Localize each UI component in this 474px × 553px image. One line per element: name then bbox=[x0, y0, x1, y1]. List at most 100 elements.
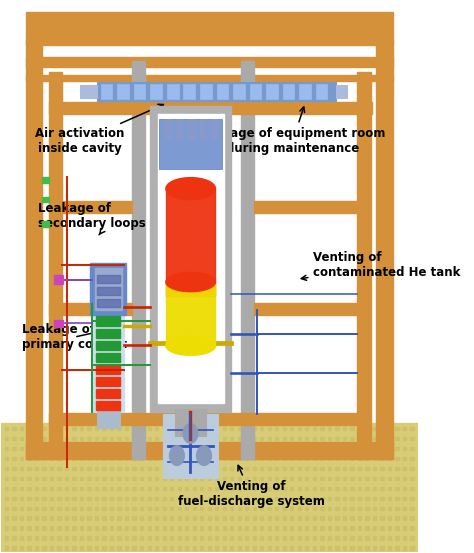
Bar bbox=[35, 536, 38, 540]
Bar bbox=[102, 457, 106, 460]
Bar bbox=[73, 497, 76, 500]
Bar bbox=[388, 546, 391, 550]
Bar bbox=[5, 546, 8, 550]
Bar bbox=[96, 401, 120, 410]
Bar bbox=[20, 517, 23, 520]
Bar bbox=[275, 477, 278, 480]
Bar bbox=[343, 536, 346, 540]
Bar bbox=[178, 457, 181, 460]
Bar bbox=[176, 119, 183, 139]
Bar bbox=[320, 437, 324, 440]
Bar bbox=[395, 546, 399, 550]
Bar bbox=[215, 437, 219, 440]
Circle shape bbox=[169, 446, 184, 466]
Bar bbox=[301, 365, 313, 387]
Bar bbox=[35, 507, 38, 510]
Bar bbox=[328, 487, 331, 490]
Bar bbox=[313, 526, 316, 530]
Bar bbox=[380, 517, 383, 520]
Bar bbox=[305, 536, 309, 540]
Bar bbox=[125, 487, 128, 490]
Bar bbox=[183, 84, 195, 99]
Bar bbox=[320, 507, 324, 510]
Bar bbox=[380, 497, 383, 500]
Bar bbox=[254, 201, 366, 213]
Bar bbox=[403, 427, 406, 430]
Bar bbox=[208, 477, 211, 480]
Bar bbox=[73, 507, 76, 510]
Bar bbox=[223, 497, 226, 500]
Bar bbox=[159, 119, 222, 169]
Bar bbox=[65, 546, 68, 550]
Ellipse shape bbox=[166, 336, 216, 356]
Bar bbox=[403, 546, 406, 550]
Bar bbox=[395, 427, 399, 430]
Bar bbox=[230, 536, 233, 540]
Bar bbox=[125, 526, 128, 530]
Bar bbox=[395, 507, 399, 510]
Bar bbox=[403, 507, 406, 510]
Bar bbox=[365, 477, 369, 480]
Bar bbox=[410, 546, 414, 550]
Bar bbox=[95, 437, 98, 440]
Bar bbox=[35, 467, 38, 470]
Bar bbox=[147, 447, 151, 450]
Bar bbox=[343, 447, 346, 450]
Bar bbox=[35, 546, 38, 550]
Bar bbox=[260, 507, 264, 510]
Bar bbox=[147, 427, 151, 430]
Bar bbox=[185, 457, 188, 460]
Bar bbox=[410, 437, 414, 440]
Bar bbox=[403, 467, 406, 470]
Bar bbox=[380, 447, 383, 450]
Bar bbox=[388, 467, 391, 470]
Bar bbox=[110, 497, 113, 500]
Bar bbox=[96, 341, 120, 349]
Bar bbox=[313, 497, 316, 500]
Bar bbox=[50, 487, 53, 490]
Bar bbox=[80, 497, 83, 500]
Bar bbox=[403, 497, 406, 500]
Bar bbox=[192, 477, 196, 480]
Bar bbox=[388, 457, 391, 460]
Bar bbox=[155, 457, 158, 460]
Bar bbox=[350, 507, 354, 510]
Bar bbox=[200, 497, 203, 500]
Bar bbox=[253, 427, 256, 430]
Bar bbox=[208, 526, 211, 530]
Bar bbox=[170, 467, 173, 470]
Bar bbox=[80, 546, 83, 550]
Bar bbox=[170, 437, 173, 440]
Bar bbox=[102, 526, 106, 530]
Bar bbox=[260, 447, 264, 450]
Bar bbox=[230, 487, 233, 490]
Bar bbox=[163, 447, 166, 450]
Bar bbox=[26, 39, 42, 458]
Bar bbox=[163, 536, 166, 540]
Bar bbox=[147, 546, 151, 550]
Bar bbox=[418, 526, 421, 530]
Bar bbox=[20, 427, 23, 430]
Bar bbox=[365, 546, 369, 550]
Bar bbox=[102, 497, 106, 500]
Bar bbox=[42, 507, 46, 510]
Bar bbox=[50, 467, 53, 470]
Bar bbox=[313, 457, 316, 460]
Bar bbox=[87, 467, 91, 470]
Bar bbox=[200, 119, 206, 139]
Bar bbox=[253, 487, 256, 490]
Bar bbox=[245, 507, 248, 510]
Bar bbox=[260, 497, 264, 500]
Bar bbox=[358, 447, 361, 450]
Bar bbox=[192, 457, 196, 460]
Bar bbox=[298, 497, 301, 500]
Bar bbox=[283, 84, 294, 99]
Bar bbox=[215, 507, 219, 510]
Bar bbox=[318, 276, 329, 299]
Bar bbox=[163, 457, 166, 460]
Bar bbox=[343, 487, 346, 490]
Bar bbox=[275, 427, 278, 430]
Bar bbox=[395, 536, 399, 540]
Bar bbox=[373, 457, 376, 460]
Bar bbox=[365, 497, 369, 500]
